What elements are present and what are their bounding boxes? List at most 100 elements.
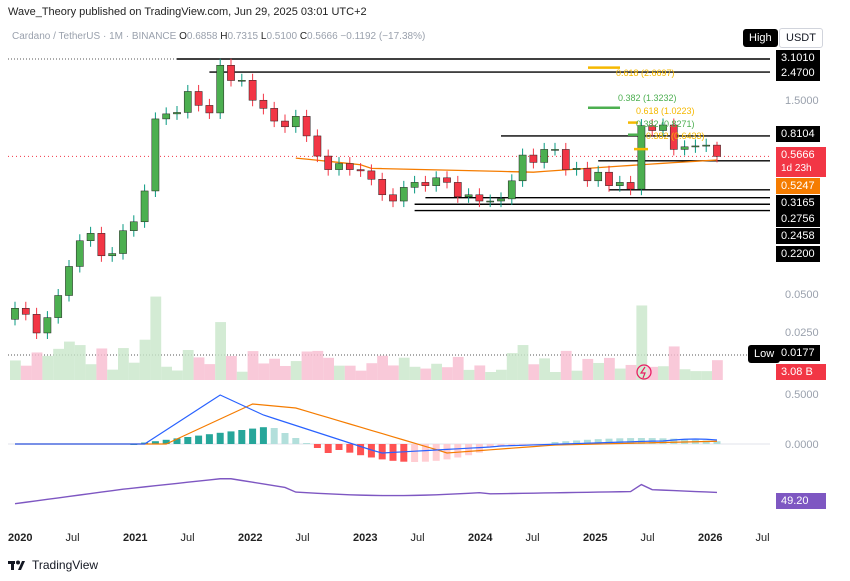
- volume-bar: [128, 362, 140, 380]
- candle-body: [551, 149, 559, 151]
- volume-bar: [690, 371, 702, 380]
- symbol-info: Cardano / TetherUS · 1M · BINANCE O0.685…: [12, 31, 426, 42]
- high-button[interactable]: High: [743, 29, 778, 47]
- macd-histogram-bar: [173, 438, 181, 444]
- candle-body: [119, 230, 127, 254]
- candle-body: [583, 168, 592, 182]
- candle-body: [605, 171, 613, 186]
- candle-body: [702, 144, 711, 147]
- macd-axis-top: 0.5000: [785, 389, 819, 401]
- level-2-4700: 2.4700: [776, 65, 820, 81]
- time-axis-label: Jul: [180, 532, 195, 544]
- candle-body: [540, 149, 549, 163]
- macd-histogram-bar: [486, 444, 494, 447]
- macd-histogram-bar: [292, 438, 300, 444]
- macd-histogram-bar: [562, 441, 570, 444]
- time-axis-label: 2025: [583, 532, 608, 544]
- volume-bar: [42, 355, 54, 380]
- candle-body: [421, 182, 430, 186]
- candle-body: [648, 125, 657, 131]
- volume-bar: [442, 367, 453, 380]
- moving-average-line: [295, 157, 718, 173]
- volume-bar: [85, 364, 97, 380]
- time-axis-label: Jul: [410, 532, 425, 544]
- candle-body: [324, 155, 333, 170]
- candle-body: [680, 146, 689, 150]
- time-axis-label: 2023: [353, 532, 378, 544]
- volume-bar: [74, 345, 86, 380]
- macd-histogram-bar: [346, 444, 354, 453]
- time-axis-label: 2021: [123, 532, 148, 544]
- time-axis-label: Jul: [295, 532, 310, 544]
- volume-bar: [215, 322, 226, 380]
- tradingview-logo-text: TradingView: [32, 558, 99, 572]
- candle-body: [108, 253, 117, 257]
- volume-bar: [366, 363, 378, 380]
- volume-bar: [172, 370, 183, 380]
- level-3-1010: 3.1010: [776, 50, 820, 66]
- candle-body: [529, 154, 538, 163]
- volume-bar: [679, 369, 691, 380]
- macd-histogram-bar: [465, 444, 473, 456]
- time-axis-label: Jul: [640, 532, 655, 544]
- macd-histogram-bar: [475, 444, 483, 453]
- macd-pane[interactable]: [8, 384, 770, 462]
- macd-histogram-bar: [162, 439, 170, 444]
- candle-body: [399, 187, 408, 202]
- volume-bar: [604, 357, 615, 380]
- ohlc-open: 0.6858: [186, 31, 218, 42]
- macd-histogram-bar: [303, 443, 311, 444]
- candle-body: [659, 124, 667, 131]
- candle-body: [291, 116, 300, 128]
- low-button[interactable]: Low: [748, 345, 781, 363]
- macd-histogram-bar: [454, 444, 462, 458]
- macd-histogram-bar: [421, 444, 429, 462]
- volume-bar: [290, 361, 302, 380]
- volume-bar: [571, 370, 583, 380]
- macd-histogram-bar: [313, 444, 321, 448]
- volume-bar: [301, 351, 313, 380]
- rsi-pane[interactable]: [8, 466, 770, 524]
- ohlc-change: −0.1192 (−17.38%): [340, 31, 426, 42]
- currency-button[interactable]: USDT: [779, 28, 823, 48]
- candle-body: [432, 177, 441, 186]
- macd-histogram-bar: [335, 444, 343, 450]
- alert-icon: [636, 364, 652, 380]
- candle-body: [313, 135, 322, 157]
- fib-label-3: 0.382 (0.8271): [636, 119, 695, 129]
- rsi-value-tag: 49.20: [776, 493, 826, 509]
- macd-histogram-bar: [270, 428, 278, 444]
- volume-bar: [506, 353, 518, 380]
- volume-bar: [118, 348, 129, 380]
- candle-body: [65, 266, 73, 296]
- macd-histogram-bar: [249, 428, 257, 444]
- candle-body: [345, 163, 354, 170]
- rsi-line: [14, 478, 718, 505]
- axis-0-0500: 0.0500: [785, 289, 819, 301]
- volume-bar: [182, 350, 194, 380]
- candle-body: [410, 182, 419, 188]
- candle-body: [669, 124, 678, 150]
- volume-bar: [388, 365, 399, 380]
- candle-body: [691, 145, 700, 148]
- publisher-header: Wave_Theory published on TradingView.com…: [8, 6, 367, 18]
- price-pane[interactable]: [8, 22, 770, 380]
- candle-body: [615, 182, 624, 186]
- macd-histogram-bar: [367, 444, 375, 458]
- volume-bar: [668, 346, 680, 380]
- volume-bar: [193, 357, 205, 380]
- candle-body: [389, 194, 397, 202]
- volume-bar: [150, 296, 162, 380]
- candle-body: [259, 99, 268, 109]
- tradingview-logo-icon: [8, 560, 25, 570]
- ohlc-close: 0.5666: [307, 31, 338, 42]
- level-0-2756: 0.2756: [776, 211, 820, 227]
- candle-body: [561, 149, 570, 170]
- candle-body: [248, 80, 257, 101]
- macd-histogram-bar: [400, 444, 408, 462]
- candle-body: [237, 80, 246, 82]
- candle-body: [443, 177, 451, 183]
- volume-bar: [636, 305, 648, 380]
- candle-body: [486, 200, 495, 203]
- macd-histogram-bar: [443, 444, 451, 460]
